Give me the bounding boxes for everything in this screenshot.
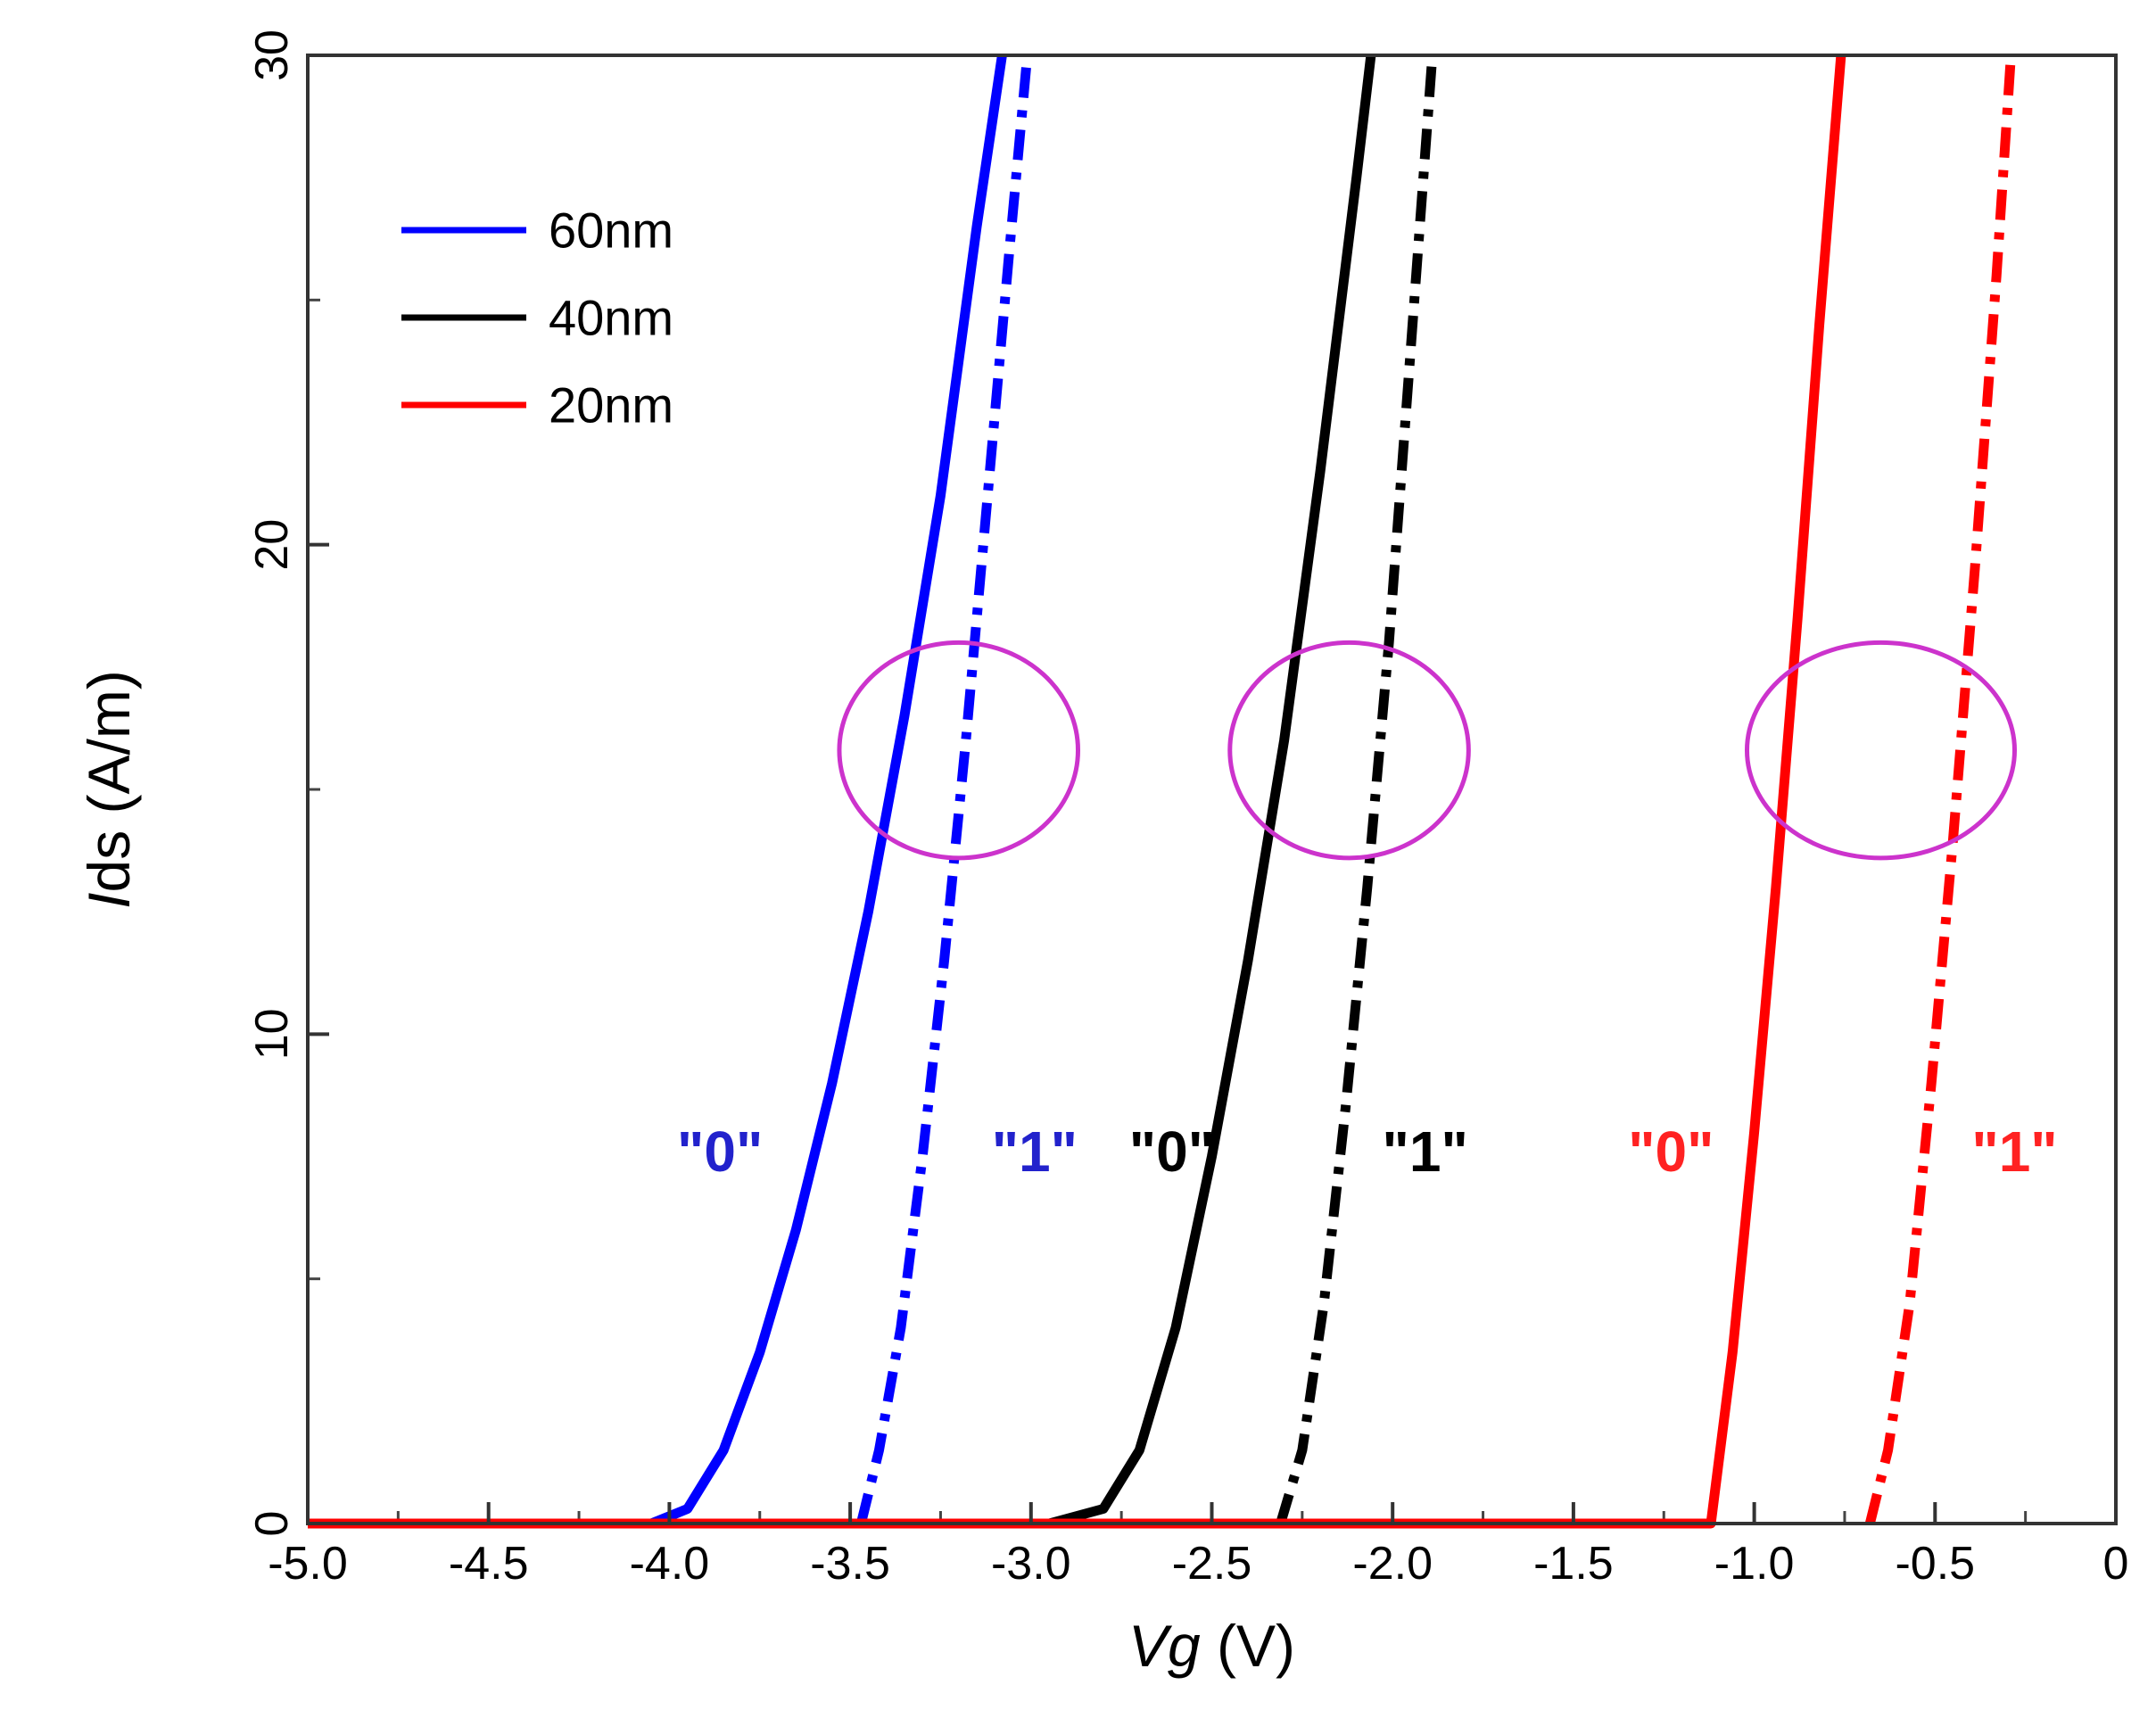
state-label: "1" xyxy=(1383,1119,1468,1184)
state-label: "1" xyxy=(992,1119,1078,1184)
series-line xyxy=(308,54,1846,1529)
legend: 60nm 40nm 20nm xyxy=(401,202,673,434)
x-tick-label: -2.0 xyxy=(1352,1538,1433,1590)
y-tick-label: 10 xyxy=(246,1008,298,1060)
highlight-ellipse xyxy=(1744,640,2017,861)
x-tick-label: 0 xyxy=(2103,1538,2129,1590)
tick-layer: -5.0 -4.5 -4.0 -3.5 -3.0 -2.5 -2.0 -1.5 -1.0 -0.5… xyxy=(246,29,2128,1590)
x-tick-label: -4.0 xyxy=(630,1538,710,1590)
x-axis-title: Vg (V) xyxy=(1128,1613,1295,1679)
state-label: "1" xyxy=(1971,1119,2057,1184)
ellipse-layer xyxy=(837,640,2017,861)
x-axis-title-unit: (V) xyxy=(1201,1613,1295,1679)
y-tick-label: 30 xyxy=(246,29,298,81)
y-tick-label: 0 xyxy=(246,1511,298,1537)
y-axis-title: Ids (A/m) xyxy=(76,670,142,909)
state-label: "0" xyxy=(677,1119,763,1184)
y-axis-title-rest: ds (A/m) xyxy=(76,670,142,892)
legend-label: 60nm xyxy=(549,202,673,259)
state-label: "0" xyxy=(1628,1119,1714,1184)
x-tick-label: -5.0 xyxy=(268,1538,348,1590)
series-line xyxy=(855,54,1033,1525)
series-line xyxy=(308,54,1007,1529)
series-layer xyxy=(308,54,2016,1529)
x-tick-label: -3.5 xyxy=(810,1538,890,1590)
highlight-ellipse xyxy=(837,640,1081,861)
y-axis-title-var: I xyxy=(76,893,142,909)
y-tick-label: 20 xyxy=(246,519,298,571)
series-line xyxy=(1047,54,1376,1529)
series-line xyxy=(1276,54,1438,1525)
legend-label: 20nm xyxy=(549,377,673,434)
x-tick-label: -0.5 xyxy=(1895,1538,1975,1590)
x-tick-label: -3.0 xyxy=(991,1538,1071,1590)
x-tick-label: -1.5 xyxy=(1533,1538,1614,1590)
annotation-layer: "0" "1" "0" "1" "0" "1" xyxy=(677,1119,2058,1184)
x-tick-label: -1.0 xyxy=(1714,1538,1795,1590)
state-label: "0" xyxy=(1129,1119,1215,1184)
legend-label: 40nm xyxy=(549,290,673,346)
series-line xyxy=(1864,54,2016,1525)
x-tick-label: -4.5 xyxy=(449,1538,529,1590)
highlight-ellipse xyxy=(1227,640,1471,861)
x-tick-label: -2.5 xyxy=(1172,1538,1252,1590)
x-axis-title-var: Vg xyxy=(1128,1613,1201,1679)
